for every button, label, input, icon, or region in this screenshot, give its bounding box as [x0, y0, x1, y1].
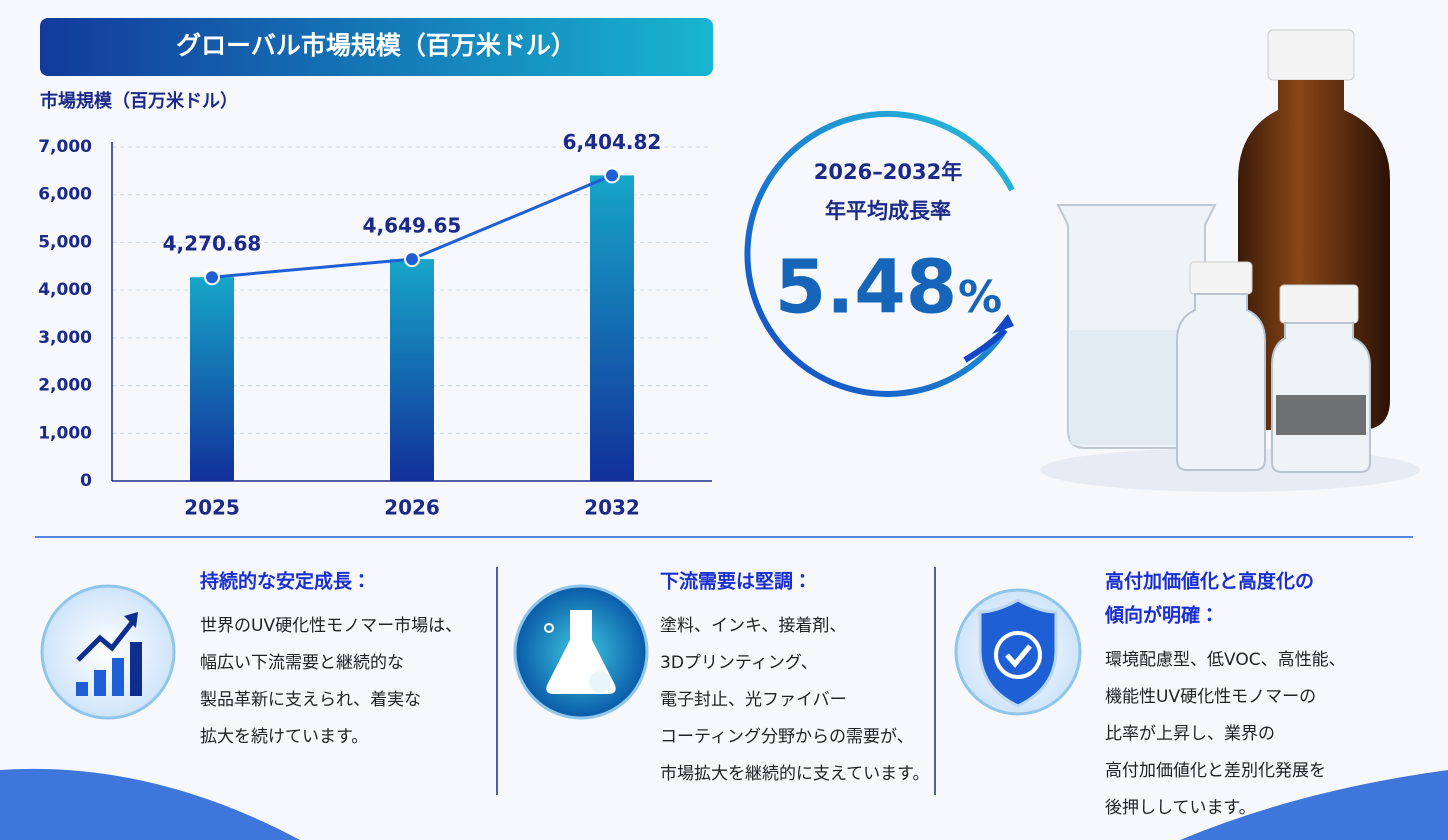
x-tick-label: 2032	[584, 496, 640, 520]
x-tick-label: 2026	[384, 496, 440, 520]
bar	[390, 259, 434, 481]
title-banner	[40, 18, 713, 76]
value-label: 6,404.82	[563, 130, 662, 154]
y-tick-label: 2,000	[38, 376, 92, 396]
card-title: 下流需要は堅調：	[660, 570, 812, 593]
y-tick-label: 4,000	[38, 280, 92, 300]
flask-icon	[513, 584, 649, 720]
y-tick-label: 1,000	[38, 423, 92, 443]
growth-icon	[40, 584, 176, 720]
chart-title: グローバル市場規模（百万米ドル）	[176, 31, 576, 60]
cagr-value: 5.48	[775, 245, 958, 331]
value-label: 4,270.68	[163, 232, 262, 256]
card-title: 高付加価値化と高度化の	[1105, 570, 1314, 593]
y-tick-label: 0	[80, 471, 92, 491]
card-text: 環境配慮型、低VOC、高性能、	[1105, 650, 1346, 670]
card-text: 後押ししています。	[1105, 798, 1256, 818]
cagr-unit: %	[958, 272, 1002, 323]
card-text: 幅広い下流需要と継続的な	[200, 653, 404, 673]
cagr-arrow-head	[992, 314, 1014, 334]
y-tick-label: 7,000	[38, 137, 92, 157]
card-text: 3Dプリンティング、	[660, 653, 818, 673]
card-title: 持続的な安定成長：	[200, 570, 371, 593]
cagr-arrow	[963, 327, 1008, 363]
plot: 0 1,000 2,000 3,000 4,000 5,000 6,000 7,000 2025…	[38, 130, 712, 520]
bottles-illustration	[1040, 29, 1420, 492]
card-text: 電子封止、光ファイバー	[660, 690, 847, 710]
card-text: 製品革新に支えられ、着実な	[200, 690, 421, 710]
card-text: 塗料、インキ、接着剤、	[660, 616, 846, 636]
y-axis-label: 市場規模（百万米ドル）	[40, 90, 238, 112]
card-text: 機能性UV硬化性モノマーの	[1105, 687, 1316, 707]
cagr-period: 2026–2032年	[814, 160, 962, 184]
card-text: 高付加価値化と差別化発展を	[1105, 761, 1326, 781]
card-text: 比率が上昇し、業界の	[1105, 724, 1275, 744]
shield-icon	[954, 588, 1082, 716]
x-tick-label: 2025	[184, 496, 240, 520]
value-label: 4,649.65	[363, 214, 462, 238]
card-text: 拡大を続けています。	[200, 727, 368, 747]
trend-point	[204, 269, 220, 286]
y-tick-label: 5,000	[38, 232, 92, 252]
cagr-ring	[744, 110, 1015, 397]
corner-wave	[0, 768, 300, 840]
card-text: コーティング分野からの需要が、	[660, 727, 914, 747]
bar	[190, 277, 234, 481]
card-title: 傾向が明確：	[1104, 604, 1219, 627]
y-tick-label: 6,000	[38, 185, 92, 205]
card-text: 市場拡大を継続的に支えています。	[660, 764, 929, 784]
cagr-label: 年平均成長率	[825, 199, 951, 223]
trend-point	[404, 251, 420, 268]
cards: 持続的な安定成長： 世界のUV硬化性モノマー市場は、幅広い下流需要と継続的な製品革…	[200, 570, 1346, 819]
corner-wave	[1180, 770, 1448, 840]
card-text: 世界のUV硬化性モノマー市場は、	[200, 616, 462, 636]
bar	[590, 175, 634, 481]
trend-point	[604, 167, 620, 184]
y-tick-label: 3,000	[38, 328, 92, 348]
